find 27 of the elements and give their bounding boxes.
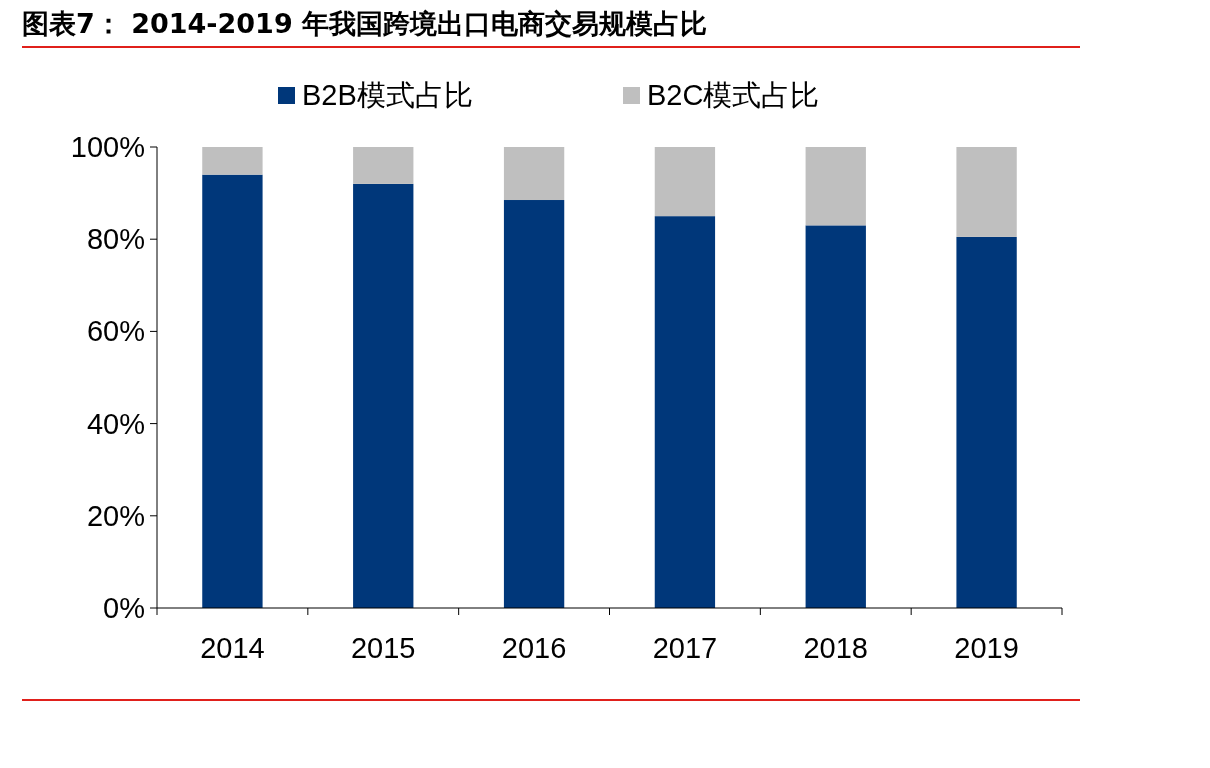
- legend-label: B2B模式占比: [302, 79, 473, 111]
- x-tick-label: 2016: [501, 632, 567, 664]
- legend-label: B2C模式占比: [647, 79, 820, 111]
- bar: [202, 174, 263, 608]
- bar: [956, 236, 1017, 608]
- y-tick-label: 60%: [86, 315, 145, 348]
- bar: [956, 147, 1017, 237]
- bar: [654, 216, 716, 608]
- x-tick-label: 2015: [350, 632, 416, 664]
- bar: [654, 147, 716, 217]
- x-tick-label: 2019: [954, 632, 1019, 664]
- y-tick-label: 80%: [86, 223, 145, 256]
- y-tick-label: 40%: [86, 407, 145, 440]
- bar: [805, 147, 866, 226]
- y-tick-label: 100%: [70, 131, 145, 163]
- bar: [202, 147, 263, 175]
- y-tick-label: 20%: [86, 499, 145, 532]
- bar: [353, 147, 414, 184]
- x-tick-label: 2018: [803, 632, 869, 664]
- chart-title: 图表7： 2014-2019 年我国跨境出口电商交易规模占比: [22, 8, 708, 39]
- x-tick-label: 2017: [652, 632, 718, 664]
- bar: [503, 147, 565, 201]
- bar: [503, 200, 565, 608]
- bar: [353, 183, 414, 608]
- x-tick-label: 2014: [200, 632, 265, 664]
- bar: [805, 225, 866, 608]
- y-tick-label: 0%: [103, 592, 145, 624]
